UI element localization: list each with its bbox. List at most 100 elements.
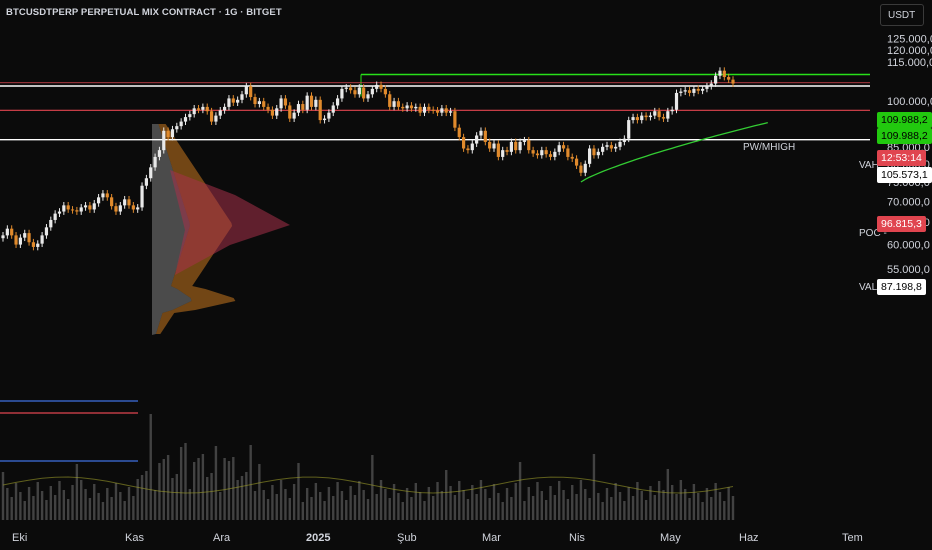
volume-bar [262,490,265,520]
volume-bar [153,490,157,520]
candle-body [31,242,36,247]
x-tick-label: Ara [213,532,231,544]
volume-bar [731,496,735,520]
volume-bar [210,473,213,520]
volume-bar [32,496,35,520]
x-tick-label: Tem [842,532,863,544]
volume-bar [653,495,656,520]
candle-body [492,143,496,149]
volume-bar [523,501,526,520]
candle-body [570,156,574,159]
candle-body [123,199,127,206]
volume-bar [623,501,626,520]
volume-bar [71,485,74,520]
candle-body [522,140,527,142]
candle-body [470,143,474,151]
price-tag-green-top: 109.988,2 [877,112,932,128]
price-tag-poc: 96.815,3 [877,216,926,232]
poc-label: POC - [859,228,887,239]
candle-body [110,197,114,207]
volume-bar [197,458,200,520]
moving-average-line [580,121,768,183]
candle-body [414,106,418,109]
candle-body [692,88,696,93]
volume-bar [649,486,652,520]
volume-bar [201,454,205,520]
candle-body [92,203,96,210]
volume-bar [640,491,643,520]
candle-body [727,77,731,80]
candle-body [466,148,470,151]
y-tick-label: 55.000,0 [887,264,930,276]
volume-ma-line [2,476,734,494]
candle-body [700,88,705,91]
volume-bar [336,482,339,520]
volume-bar [688,498,691,520]
candle-body [431,109,435,111]
currency-button[interactable]: USDT [880,4,924,26]
volume-bar [384,489,387,520]
volume-bar [80,480,83,520]
candle-body [335,98,340,106]
candle-body [196,108,201,110]
volume-bar [136,479,139,520]
candle-body [322,118,327,121]
candle-body [188,114,192,118]
volume-bar [518,462,522,520]
candle-body [561,145,566,149]
volume-bar [145,471,148,520]
candle-body [448,111,453,113]
y-tick-label: 115.000,0 [887,57,932,69]
volume-bar [627,487,630,520]
volume-bar [488,498,491,520]
volume-bar [249,445,252,520]
candle-body [57,211,62,214]
candle-body [705,86,709,89]
volume-bar [657,481,661,520]
x-tick-label: 2025 [306,532,330,544]
candle-body [440,108,444,113]
volume-bar [544,500,548,520]
y-tick-label: 120.000,0 [887,45,932,57]
candle-body [36,243,40,247]
candle-body [223,106,227,111]
candle-body [170,129,175,138]
candle-body [722,70,726,78]
volume-bar [571,485,574,520]
candle-body [305,95,309,110]
candle-body [614,146,618,149]
candle-body [627,120,631,139]
volume-bar [227,461,231,520]
volume-bar [58,481,61,520]
candle-body [596,151,600,156]
volume-bar [423,501,426,520]
candle-body [118,205,122,212]
volume-bar [288,498,291,520]
volume-bar [701,502,704,520]
candle-body [553,151,557,157]
volume-bar [19,492,22,520]
candle-body [714,75,718,84]
val-label: VAL - [859,282,883,293]
candle-body [79,207,83,212]
volume-bar [223,458,226,520]
volume-bar [636,482,639,520]
candle-body [231,98,235,103]
countdown-tag: 12:53:14 [877,150,926,166]
symbol-title[interactable]: BTCUSDTPERP PERPETUAL MIX CONTRACT · 1G … [6,7,282,18]
candle-body [453,111,457,128]
volume-bar [366,499,370,520]
volume-bar [297,463,300,520]
volume-bar [601,502,604,520]
candle-body [396,101,401,107]
candle-body [687,90,692,93]
volume-bar [45,500,48,520]
candle-body [653,111,657,116]
volume-bar [475,494,478,520]
candle-body [444,108,448,113]
volume-bar [449,486,452,520]
candle-body [353,90,357,95]
volume-bar [536,482,539,520]
